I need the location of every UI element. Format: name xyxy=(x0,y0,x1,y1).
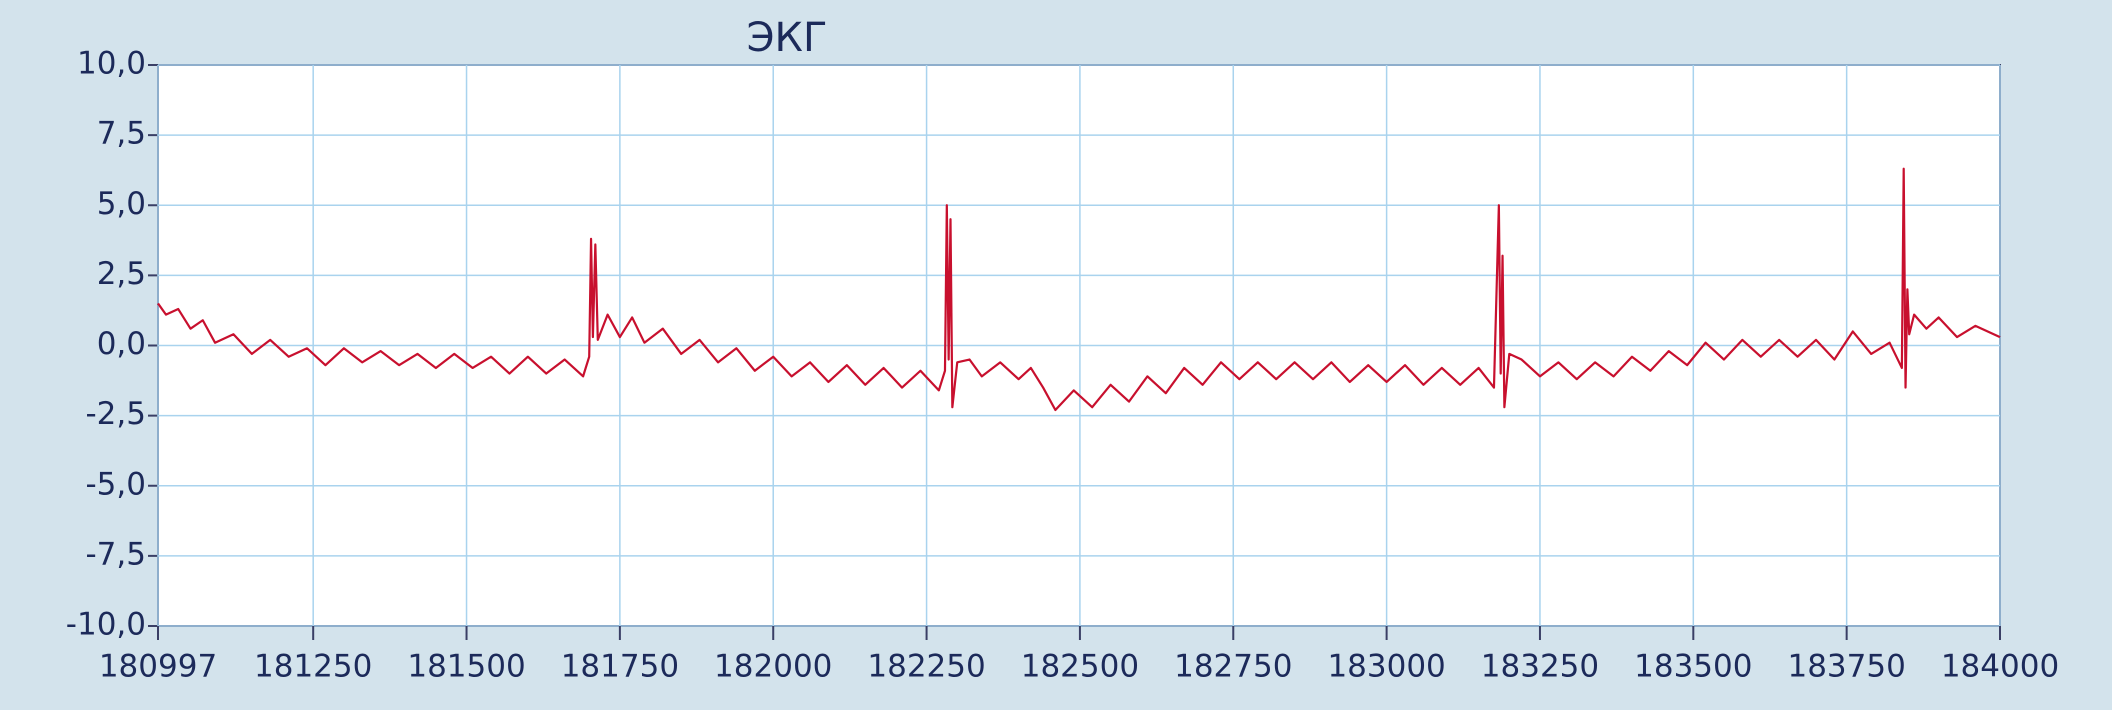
chart-title: ЭКГ xyxy=(747,15,828,61)
x-tick-label: 182250 xyxy=(867,649,985,685)
ecg-line xyxy=(157,167,2001,412)
x-tick-label: 183250 xyxy=(1481,649,1599,685)
y-tick-label: -7,5 xyxy=(86,536,147,572)
x-tick-label: 181750 xyxy=(561,649,679,685)
x-tick-label: 181500 xyxy=(407,649,525,685)
x-tick-label: 182500 xyxy=(1021,649,1139,685)
x-tick-label: 183000 xyxy=(1327,649,1445,685)
y-tick-label: 7,5 xyxy=(97,116,146,152)
x-tick-label: 183750 xyxy=(1787,649,1905,685)
y-tick-label: -10,0 xyxy=(66,607,146,643)
y-tick-label: 0,0 xyxy=(97,326,146,362)
x-tick-label: 182750 xyxy=(1174,649,1292,685)
x-tick-label: 181250 xyxy=(254,649,372,685)
y-tick-label: 5,0 xyxy=(97,186,146,222)
x-tick-label: 182000 xyxy=(714,649,832,685)
x-tick-label: 180997 xyxy=(99,649,217,685)
x-tick-label: 183500 xyxy=(1634,649,1752,685)
x-tick-label: 184000 xyxy=(1941,649,2059,685)
y-tick-label: -5,0 xyxy=(86,466,147,502)
y-tick-label: 2,5 xyxy=(97,256,146,292)
y-tick-label: 10,0 xyxy=(77,46,146,82)
y-tick-label: -2,5 xyxy=(86,396,147,432)
